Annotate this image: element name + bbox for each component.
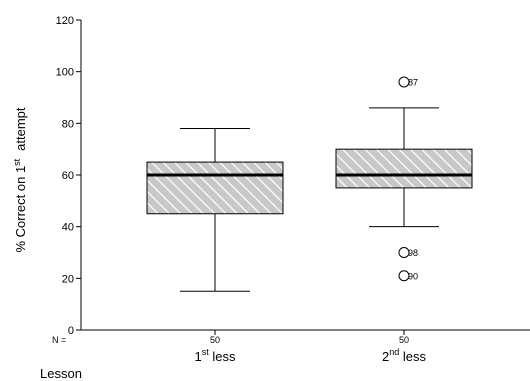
y-tick-label: 120 bbox=[56, 15, 74, 27]
outlier-label: 90 bbox=[408, 271, 418, 281]
y-tick-label: 80 bbox=[62, 118, 74, 130]
boxes-group: 87 98 90 bbox=[146, 76, 473, 292]
y-tick-label: 40 bbox=[62, 222, 74, 234]
box-2: 87 98 90 bbox=[335, 76, 473, 282]
x-tick-label: 1st less bbox=[195, 347, 236, 364]
n-count: 50 bbox=[399, 335, 409, 345]
outlier-label: 87 bbox=[408, 78, 418, 88]
x-axis-labels: 50 1st less 50 2nd less bbox=[195, 330, 426, 364]
y-axis-ticks: 0 20 40 60 80 100 120 bbox=[56, 15, 81, 337]
outlier-label: 98 bbox=[408, 248, 418, 258]
y-axis-label-suffix: attempt bbox=[13, 107, 28, 151]
y-tick-label: 0 bbox=[68, 325, 74, 337]
y-tick-label: 60 bbox=[62, 170, 74, 182]
n-count: 50 bbox=[210, 335, 220, 345]
outlier-point bbox=[398, 247, 410, 258]
n-label: N = bbox=[52, 335, 66, 345]
outlier-point bbox=[398, 270, 410, 282]
y-axis-label: % Correct on 1st attempt bbox=[12, 107, 28, 252]
iqr-box bbox=[146, 161, 284, 215]
x-axis-label: Lesson bbox=[40, 366, 82, 381]
x-tick-label: 2nd less bbox=[382, 347, 426, 364]
y-axis-label-prefix: % Correct on 1 bbox=[13, 166, 28, 253]
iqr-box bbox=[335, 148, 473, 189]
outlier-point bbox=[398, 76, 410, 88]
y-tick-label: 20 bbox=[62, 273, 74, 285]
y-axis-label-sup: st bbox=[12, 158, 22, 166]
y-tick-label: 100 bbox=[56, 67, 74, 79]
box-1 bbox=[146, 128, 284, 292]
